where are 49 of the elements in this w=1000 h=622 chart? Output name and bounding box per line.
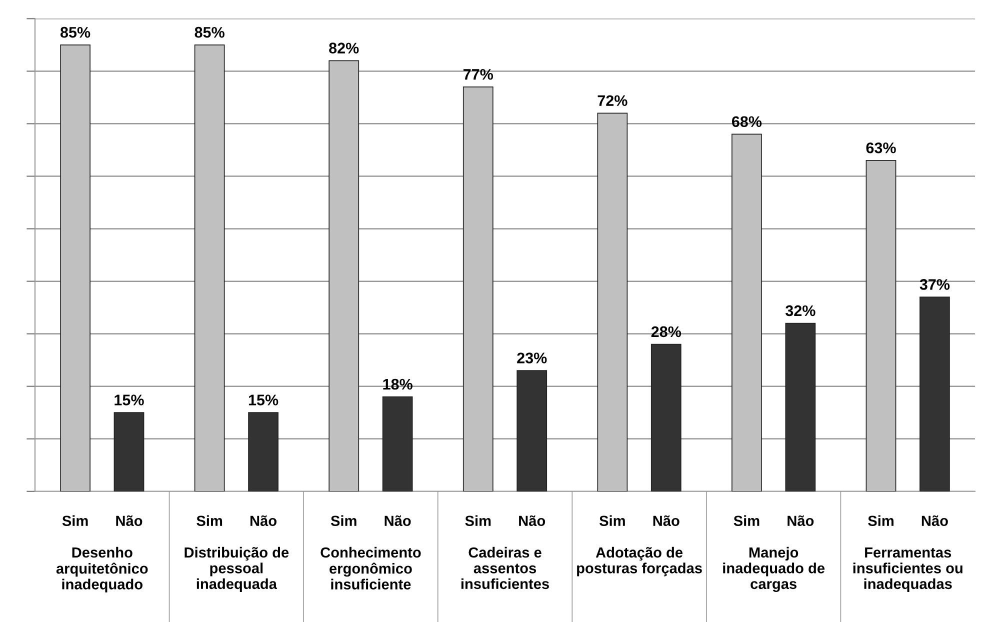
bar [194,44,225,492]
data-label: 23% [517,352,547,364]
x-tick-label: Distribuição de pessoal inadequada [184,546,289,592]
data-label: 85% [194,26,224,38]
text: Não [653,515,680,526]
x-tick-label: Manejo inadequado de cargas [723,546,825,592]
bar [597,112,628,492]
x-tick-label: Cadeiras e assentos insuficientes [461,546,549,590]
series-label: Não [116,515,142,526]
bar [732,134,762,492]
bar [248,412,278,492]
bar [650,344,682,492]
data-label: 37% [920,279,950,290]
text: Sim [330,515,356,526]
text: Sim [868,515,894,526]
text: Sim [599,515,625,526]
text: Sim [196,515,222,526]
data-label: 15% [114,394,144,406]
data-label: 68% [732,116,762,128]
data-label: 77% [464,68,494,80]
data-label: 15% [248,394,278,406]
data-label: 18% [383,378,412,390]
bar [866,160,896,492]
data-label: 32% [785,305,816,316]
bar [328,60,360,492]
text: Não [922,515,948,526]
bar [785,322,816,492]
x-tick-label: Desenho arquitetônico inadequado [56,546,148,592]
data-label: 72% [598,95,628,106]
text: Sim [465,515,491,526]
data-label: 28% [651,326,682,338]
text: Não [788,515,814,526]
bar [60,44,90,492]
text: Sim [734,515,760,526]
bar [114,412,144,492]
series-label: Sim [62,515,88,526]
x-tick-label: Conhecimento ergonômico insuficiente [320,546,421,590]
bar [462,86,494,492]
x-tick-label: Adotação de posturas forçadas [577,546,702,576]
text: Não [384,515,411,526]
text: Não [250,515,276,526]
data-label: 63% [866,142,896,154]
data-label: 82% [329,42,359,54]
bar [382,396,413,492]
text: Não [519,515,546,526]
x-tick-label: Ferramentas insuficientes ou inadequadas [853,547,962,592]
data-label: 85% [60,26,90,38]
bar [920,296,950,492]
bar [516,370,548,492]
